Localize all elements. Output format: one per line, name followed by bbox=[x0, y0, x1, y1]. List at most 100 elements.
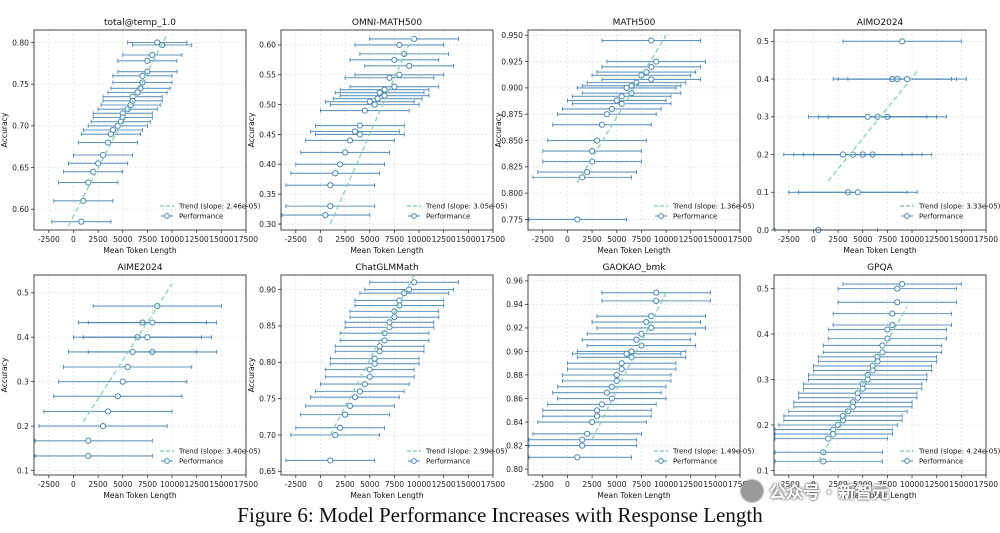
data-point bbox=[584, 169, 591, 176]
data-point bbox=[361, 107, 368, 114]
legend-trend-label: Trend (slope: 1.36e-05) bbox=[672, 203, 755, 211]
data-point bbox=[139, 72, 146, 79]
x-tick-label: 5000 bbox=[853, 235, 872, 244]
data-point bbox=[648, 76, 655, 83]
x-axis-label: Mean Token Length bbox=[350, 246, 424, 255]
data-point bbox=[144, 57, 151, 64]
subplot: -2500 0 2500 5000 7500 10000 12500 15000 17500 0.… bbox=[494, 18, 755, 255]
y-axis-label: Accuracy bbox=[0, 112, 9, 147]
trend-line bbox=[576, 34, 667, 183]
data-point bbox=[593, 413, 601, 420]
data-point bbox=[593, 407, 601, 414]
y-tick-label: 0.1 bbox=[757, 466, 769, 475]
data-point bbox=[149, 319, 156, 326]
y-tick-label: 0.75 bbox=[259, 394, 276, 403]
x-tick-label: 2500 bbox=[335, 480, 354, 489]
y-tick-label: 0.55 bbox=[259, 71, 276, 80]
data-point bbox=[99, 151, 107, 159]
data-point bbox=[411, 279, 418, 286]
data-point bbox=[613, 371, 620, 379]
y-tick-label: 0.30 bbox=[259, 220, 276, 229]
trend-line bbox=[329, 274, 415, 436]
y-tick-label: 0.70 bbox=[259, 431, 276, 440]
data-point bbox=[406, 62, 413, 69]
data-point bbox=[603, 111, 610, 118]
data-point bbox=[391, 314, 398, 321]
x-tick-label: 0 bbox=[565, 235, 570, 244]
data-point bbox=[574, 216, 581, 223]
legend-trend-label: Trend (slope: 3.05e-05) bbox=[425, 203, 508, 211]
x-tick-label: 15000 bbox=[209, 480, 233, 489]
x-tick-label: 17500 bbox=[234, 235, 258, 244]
plot-frame bbox=[280, 29, 494, 231]
x-tick-label: 17500 bbox=[481, 480, 505, 489]
watermark: 公众号 · 新智元 bbox=[741, 478, 889, 503]
data-point bbox=[820, 458, 827, 465]
x-tick-label: 17500 bbox=[974, 235, 998, 244]
legend-performance-label: Performance bbox=[179, 458, 223, 466]
x-tick-label: 5000 bbox=[113, 235, 132, 244]
x-tick-label: 12500 bbox=[185, 480, 209, 489]
data-point bbox=[653, 58, 660, 65]
y-tick-label: 0.800 bbox=[501, 189, 523, 198]
y-tick-label: 0.825 bbox=[501, 163, 523, 172]
subplot-title: MATH500 bbox=[613, 18, 656, 28]
y-tick-label: 0.0 bbox=[757, 226, 769, 235]
x-tick-label: 10000 bbox=[654, 235, 678, 244]
x-tick-label: 17500 bbox=[974, 480, 998, 489]
data-point bbox=[864, 376, 871, 383]
x-tick-label: 0 bbox=[811, 480, 816, 489]
x-axis-label: Mean Token Length bbox=[350, 491, 424, 500]
data-point bbox=[598, 401, 606, 408]
x-tick-label: -2500 bbox=[38, 235, 60, 244]
subplot-title: OMNI-MATH500 bbox=[352, 18, 422, 28]
y-tick-label: 0.775 bbox=[501, 215, 523, 224]
x-tick-label: -2500 bbox=[38, 480, 60, 489]
y-tick-label: 0.5 bbox=[17, 289, 29, 298]
data-point bbox=[653, 297, 660, 304]
subplot-title: AIMO2024 bbox=[857, 18, 904, 28]
x-tick-label: 17500 bbox=[728, 235, 752, 244]
x-tick-label: -2500 bbox=[285, 235, 307, 244]
trend-line bbox=[82, 283, 173, 423]
subplot: -2500 0 2500 5000 7500 10000 12500 15000 17500 0.… bbox=[0, 263, 261, 500]
data-point bbox=[85, 437, 92, 444]
y-axis-label: Accuracy bbox=[0, 357, 9, 392]
legend-performance-label: Performance bbox=[179, 213, 223, 221]
plot-area bbox=[281, 275, 493, 475]
plot-frame bbox=[280, 274, 494, 476]
x-tick-label: 0 bbox=[565, 480, 570, 489]
y-tick-label: 0.88 bbox=[506, 371, 523, 380]
data-point bbox=[584, 430, 591, 437]
y-tick-label: 0.5 bbox=[757, 37, 769, 46]
data-point bbox=[332, 170, 339, 177]
y-tick-label: 0.950 bbox=[501, 31, 523, 40]
y-axis-label: Accuracy bbox=[494, 112, 503, 147]
legend-performance-marker bbox=[164, 458, 170, 464]
data-point bbox=[588, 147, 596, 155]
trend-line bbox=[329, 32, 415, 225]
data-point bbox=[884, 326, 891, 333]
legend-trend-label: Trend (slope: 2.46e-05) bbox=[178, 203, 261, 211]
data-point bbox=[114, 393, 121, 400]
x-axis-label: Mean Token Length bbox=[103, 491, 177, 500]
y-tick-label: 0.4 bbox=[757, 75, 769, 84]
x-tick-label: 12500 bbox=[432, 235, 456, 244]
data-point bbox=[119, 378, 126, 385]
legend-performance-marker bbox=[164, 213, 170, 219]
data-point bbox=[648, 37, 655, 44]
x-tick-label: 7500 bbox=[632, 235, 651, 244]
data-point bbox=[124, 363, 131, 371]
y-tick-label: 0.90 bbox=[259, 285, 276, 294]
x-tick-label: 0 bbox=[71, 480, 76, 489]
data-point bbox=[346, 137, 354, 144]
data-point bbox=[356, 388, 363, 395]
data-point bbox=[588, 418, 596, 426]
x-tick-label: 17500 bbox=[481, 235, 505, 244]
x-tick-label: -2500 bbox=[778, 235, 800, 244]
legend-trend-label: Trend (slope: 1.49e-05) bbox=[672, 448, 755, 456]
data-point bbox=[648, 63, 655, 70]
data-point bbox=[386, 74, 393, 81]
data-point bbox=[638, 72, 645, 79]
legend-performance-marker bbox=[411, 458, 417, 464]
